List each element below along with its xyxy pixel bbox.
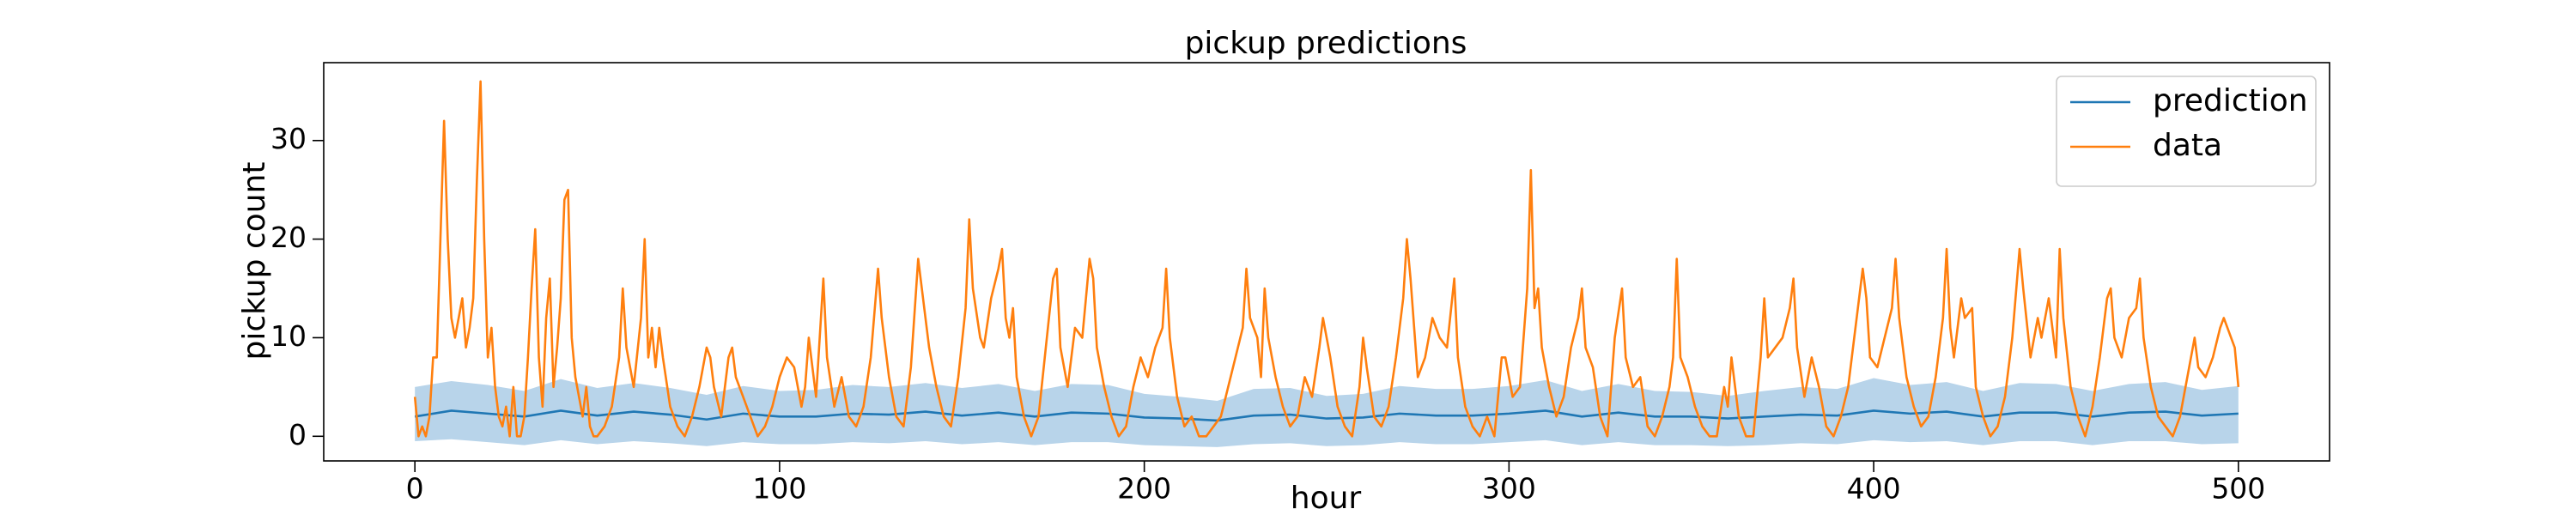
x-tick-label: 100 xyxy=(752,472,806,506)
legend-box xyxy=(2056,76,2317,187)
y-tick-label: 20 xyxy=(270,221,307,254)
confidence-band xyxy=(415,378,2239,447)
x-tick-label: 400 xyxy=(1847,472,1901,506)
y-tick-label: 30 xyxy=(270,122,307,155)
y-tick-label: 0 xyxy=(289,418,307,451)
y-axis-label: pickup count xyxy=(237,161,272,360)
legend-label: data xyxy=(2153,128,2222,163)
series-layer xyxy=(413,80,2240,447)
series-line xyxy=(414,409,2239,422)
y-tick-label: 10 xyxy=(270,319,307,353)
x-axis-label: hour xyxy=(1291,481,1362,515)
legend-label: prediction xyxy=(2153,83,2308,118)
axes-frame xyxy=(323,62,2330,462)
x-tick-label: 500 xyxy=(2211,472,2265,506)
x-tick-label: 200 xyxy=(1117,472,1171,506)
series-line xyxy=(413,80,2240,438)
x-tick-label: 0 xyxy=(406,472,424,506)
chart-title: pickup predictions xyxy=(1185,26,1467,61)
x-tick-label: 300 xyxy=(1482,472,1536,506)
